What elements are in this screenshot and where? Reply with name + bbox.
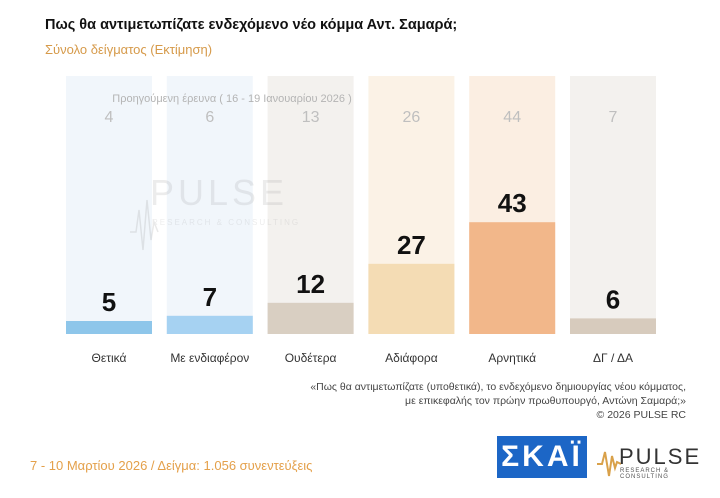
category-label: Θετικά — [92, 351, 127, 365]
watermark-tagline: RESEARCH & CONSULTING — [152, 218, 300, 227]
pulse-logo-tagline: RESEARCH & CONSULTING — [620, 468, 670, 480]
bar — [570, 318, 656, 334]
pulse-wave-icon — [597, 451, 621, 477]
data-label: 6 — [606, 284, 620, 314]
bar — [166, 315, 253, 334]
data-label: 5 — [102, 287, 116, 317]
data-label: 43 — [498, 188, 527, 218]
pulse-watermark: PULSE RESEARCH & CONSULTING — [130, 172, 300, 251]
quote-line-2: με επικεφαλής τον πρώην πρωθυπουργό, Αντ… — [405, 395, 686, 407]
pulse-logo: PULSE RESEARCH & CONSULTING — [597, 444, 702, 480]
bar — [368, 263, 455, 334]
chart-title: Πως θα αντιμετωπίζατε ενδεχόμενο νέο κόμ… — [45, 17, 458, 33]
question-quote: «Πως θα αντιμετωπίζατε (υποθετικά), το ε… — [166, 380, 686, 422]
category-label: ΔΓ / ΔΑ — [593, 351, 633, 365]
category-label: Αδιάφορα — [385, 351, 438, 365]
bar — [267, 302, 354, 334]
data-label: 27 — [397, 230, 426, 260]
bar — [66, 321, 152, 334]
bar — [469, 222, 556, 334]
column-shade — [166, 76, 253, 334]
bar-chart: PULSE RESEARCH & CONSULTING Προηγούμενη … — [66, 76, 656, 365]
data-label: 7 — [203, 282, 217, 312]
previous-value: 6 — [205, 109, 214, 126]
column-shade — [66, 76, 152, 334]
previous-survey-label: Προηγούμενη έρευνα ( 16 - 19 Ιανουαρίου … — [112, 93, 352, 105]
column-shade — [570, 76, 656, 334]
category-label: Ουδέτερα — [285, 351, 337, 365]
previous-value: 13 — [302, 109, 320, 126]
copyright-note: © 2026 PULSE RC — [596, 409, 686, 421]
previous-value: 26 — [403, 109, 421, 126]
chart-subtitle: Σύνολο δείγματος (Εκτίμηση) — [45, 42, 213, 57]
pulse-logo-word: PULSE — [619, 444, 702, 469]
previous-value: 4 — [105, 109, 114, 126]
survey-footer: 7 - 10 Μαρτίου 2026 / Δείγμα: 1.056 συνε… — [30, 458, 313, 473]
previous-value: 44 — [503, 109, 521, 126]
column-shade — [267, 76, 354, 334]
data-label: 12 — [296, 269, 325, 299]
skai-logo: ΣΚΑΪ — [497, 436, 587, 478]
previous-value: 7 — [609, 109, 618, 126]
quote-line-1: «Πως θα αντιμετωπίζατε (υποθετικά), το ε… — [310, 381, 686, 393]
category-label: Αρνητικά — [488, 351, 536, 365]
watermark-word: PULSE — [150, 172, 288, 213]
category-label: Με ενδιαφέρον — [170, 351, 249, 365]
